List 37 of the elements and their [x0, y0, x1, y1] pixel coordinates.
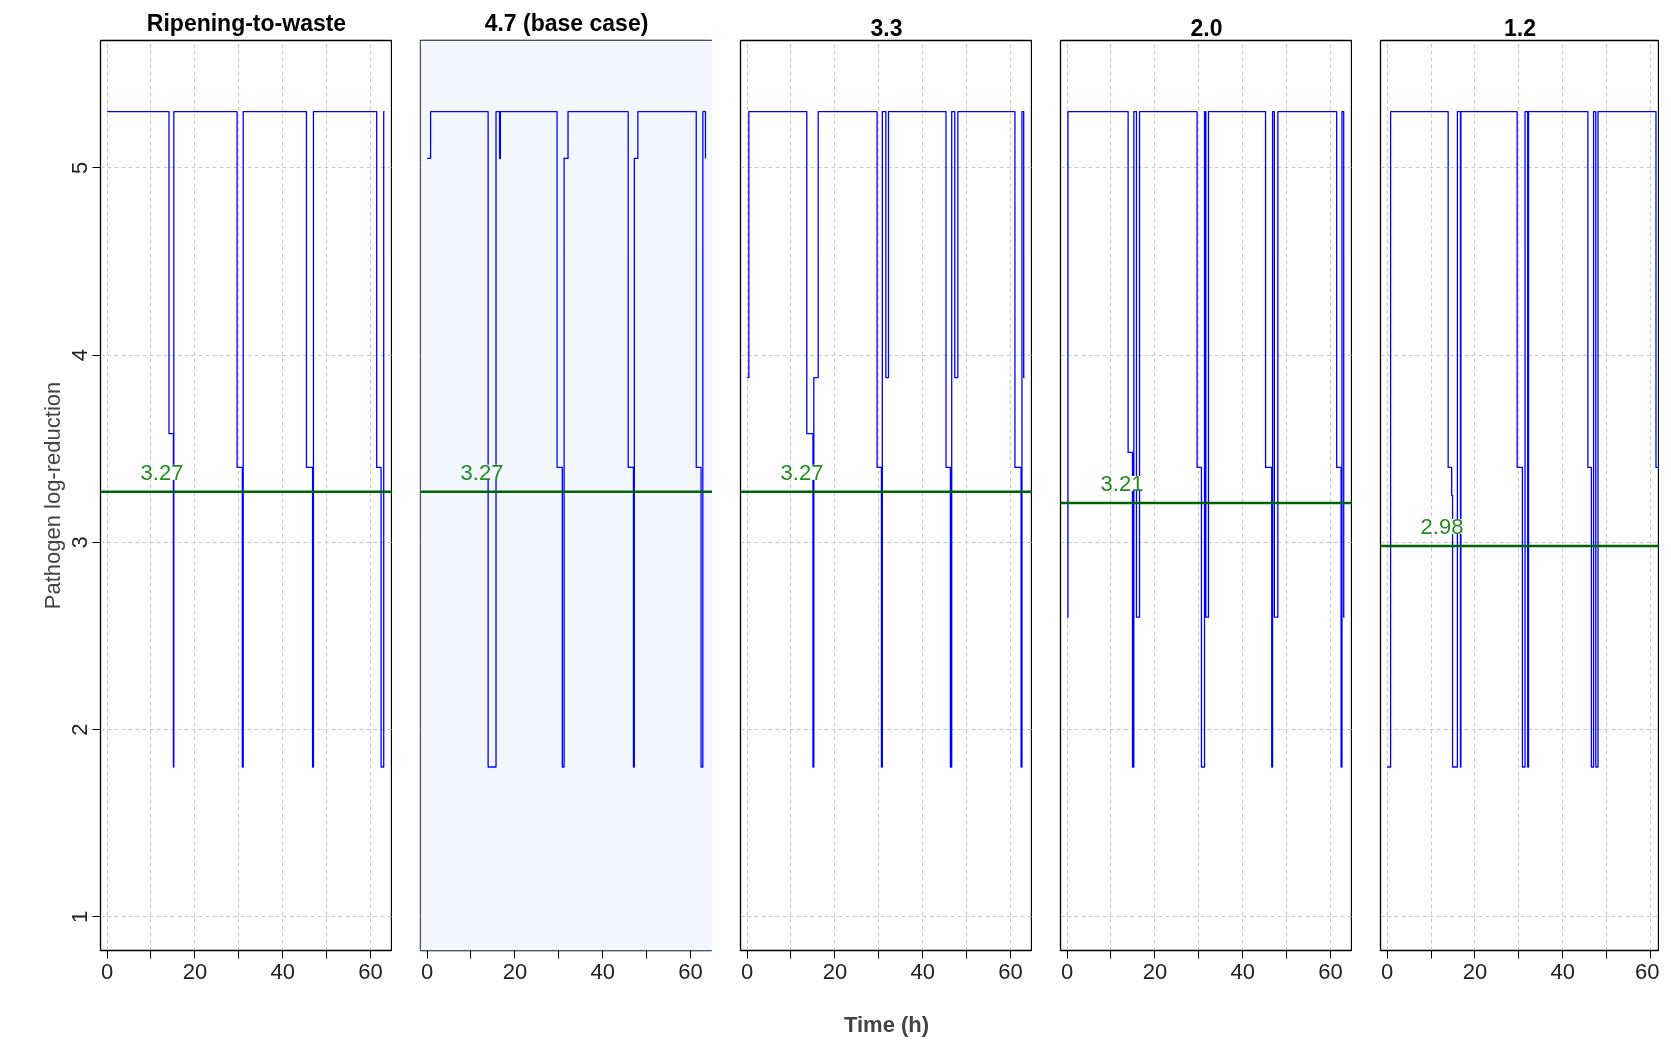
ref-line-label: 3.27 [780, 459, 824, 485]
y-tick-label: 3 [67, 536, 93, 549]
ref-line-label: 3.27 [140, 459, 184, 485]
x-tick-label: 40 [1230, 958, 1255, 984]
x-tick-label: 60 [1635, 958, 1660, 984]
x-tick-label: 40 [590, 958, 615, 984]
x-tick-label: 40 [270, 958, 295, 984]
x-tick-label: 20 [822, 958, 848, 984]
x-tick-label: 20 [182, 958, 208, 984]
y-tick-label: 5 [67, 161, 93, 174]
x-tick-label: 20 [502, 958, 528, 984]
y-axis-title: Pathogen log-reduction [39, 381, 65, 610]
chart-title: 2.0 [1190, 14, 1223, 41]
chart-title: 3.3 [870, 14, 903, 41]
x-tick-label: 60 [358, 958, 383, 984]
x-tick-label: 0 [100, 958, 114, 984]
x-tick-label: 0 [420, 958, 434, 984]
y-tick-label: 4 [67, 348, 93, 362]
chart-title: Ripening-to-waste [146, 9, 347, 36]
chart-title: 4.7 (base case) [484, 9, 649, 36]
x-tick-label: 40 [1550, 958, 1576, 984]
x-tick-label: 0 [740, 958, 754, 984]
ref-line-label: 3.27 [460, 459, 504, 485]
x-tick-label: 0 [1060, 958, 1074, 984]
x-axis-title: Time (h) [843, 1011, 930, 1037]
x-tick-label: 20 [1462, 958, 1488, 984]
x-tick-label: 20 [1142, 958, 1168, 984]
x-tick-label: 40 [910, 958, 935, 984]
x-tick-label: 0 [1380, 958, 1394, 984]
x-tick-label: 60 [1318, 958, 1343, 984]
ref-line-label: 2.98 [1420, 514, 1464, 540]
chart-title: 1.2 [1504, 14, 1536, 41]
y-tick-label: 2 [67, 723, 93, 736]
x-tick-label: 60 [998, 958, 1023, 984]
x-tick-label: 60 [678, 958, 703, 984]
y-tick-label: 1 [67, 910, 93, 923]
ref-line-label: 3.21 [1100, 470, 1144, 496]
